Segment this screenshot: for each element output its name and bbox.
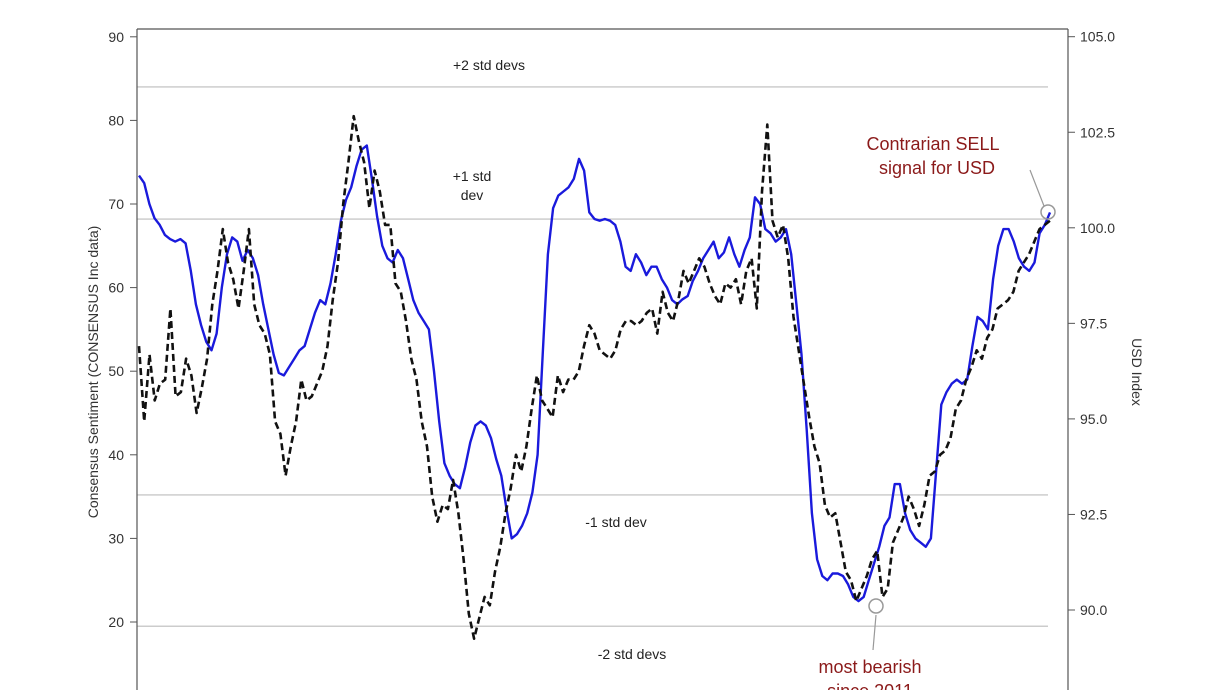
right-tick-label: 92.5 bbox=[1080, 506, 1107, 522]
sell-signal-annotation-line2: signal for USD bbox=[879, 158, 995, 178]
sell-signal-callout-line bbox=[1029, 169, 1045, 207]
bearish-marker bbox=[868, 598, 884, 614]
left-axis-ticks: 90 80 70 60 50 40 30 20 bbox=[108, 29, 137, 630]
left-tick-label: 80 bbox=[108, 112, 124, 128]
right-axis-title: USD Index bbox=[1129, 338, 1145, 406]
right-axis-ticks: 105.0 102.5 100.0 97.5 95.0 92.5 90.0 bbox=[1068, 29, 1115, 618]
left-tick-label: 40 bbox=[108, 447, 124, 463]
left-tick-label: 70 bbox=[108, 196, 124, 212]
usd-index-series-line bbox=[137, 114, 1051, 641]
sell-signal-marker bbox=[1040, 204, 1056, 220]
plus-1-std-label-line1: +1 std bbox=[453, 168, 492, 184]
sentiment-series-line bbox=[138, 144, 1052, 603]
left-tick-label: 50 bbox=[108, 363, 124, 379]
series-layer bbox=[137, 114, 1052, 641]
bearish-annotation-line1: most bearish bbox=[818, 657, 921, 677]
right-tick-label: 90.0 bbox=[1080, 602, 1107, 618]
left-axis-title: Consensus Sentiment (CONSENSUS Inc data) bbox=[85, 226, 101, 519]
plus-2-std-label: +2 std devs bbox=[453, 57, 525, 73]
sell-signal-annotation-line1: Contrarian SELL bbox=[866, 134, 999, 154]
minus-2-std-label: -2 std devs bbox=[598, 646, 666, 662]
right-tick-label: 102.5 bbox=[1080, 124, 1115, 140]
left-tick-label: 20 bbox=[108, 614, 124, 630]
right-tick-label: 97.5 bbox=[1080, 315, 1107, 331]
left-tick-label: 30 bbox=[108, 530, 124, 546]
right-tick-label: 105.0 bbox=[1080, 29, 1115, 45]
plus-1-std-label-line2: dev bbox=[461, 187, 484, 203]
minus-1-std-label: -1 std dev bbox=[585, 514, 646, 530]
left-tick-label: 60 bbox=[108, 280, 124, 296]
right-tick-label: 95.0 bbox=[1080, 411, 1107, 427]
right-tick-label: 100.0 bbox=[1080, 220, 1115, 236]
bearish-annotation-line2: since 2011 bbox=[827, 681, 913, 690]
bearish-callout-line bbox=[872, 614, 877, 651]
std-dev-reference-lines bbox=[137, 86, 1048, 627]
left-tick-label: 90 bbox=[108, 29, 124, 45]
